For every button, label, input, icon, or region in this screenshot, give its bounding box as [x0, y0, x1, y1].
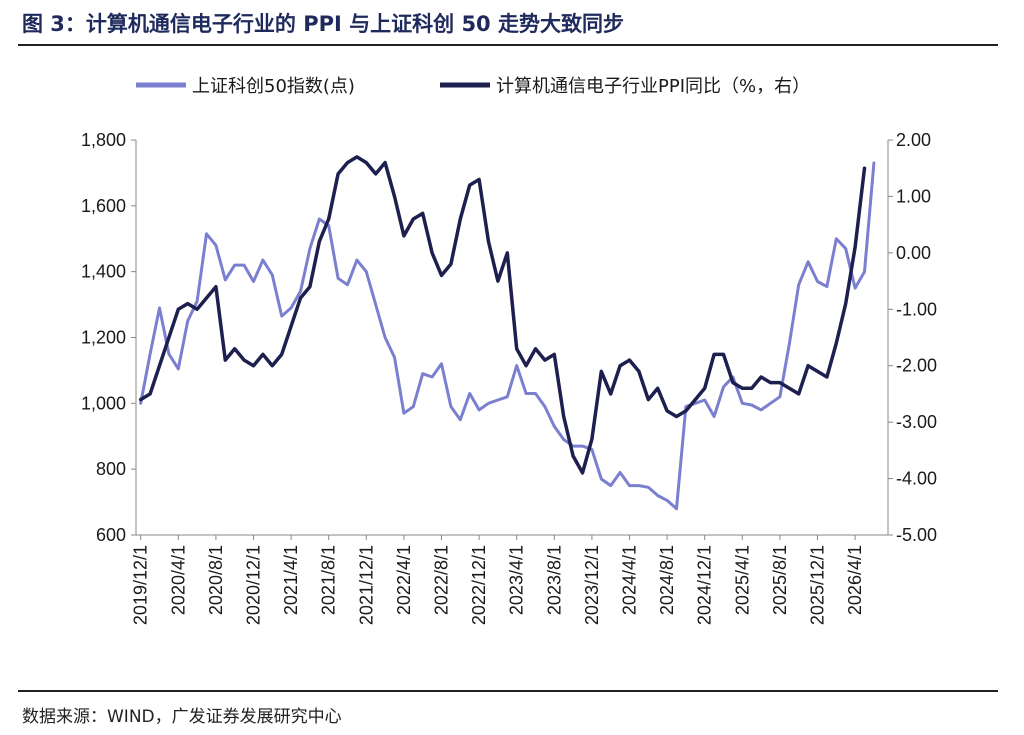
x-tick-label: 2025/12/1 [808, 545, 828, 625]
x-tick-label: 2020/4/1 [168, 545, 188, 615]
bottom-rule [18, 690, 998, 692]
x-tick-label: 2022/4/1 [394, 545, 414, 615]
left-tick-label: 1,000 [81, 393, 126, 413]
x-tick-label: 2023/8/1 [544, 545, 564, 615]
x-tick-label: 2024/8/1 [657, 545, 677, 615]
x-tick-label: 2022/12/1 [469, 545, 489, 625]
x-tick-label: 2023/12/1 [582, 545, 602, 625]
plot-lines [138, 155, 876, 511]
x-tick-label: 2020/8/1 [206, 545, 226, 615]
legend-label-series-2: 计算机通信电子行业PPI同比（%，右） [496, 76, 810, 97]
x-tick-label: 2019/12/1 [131, 545, 151, 625]
left-tick-label: 1,600 [81, 196, 126, 216]
x-tick-label: 2021/8/1 [319, 545, 339, 615]
left-tick-label: 1,400 [81, 262, 126, 282]
source-note: 数据来源：WIND，广发证券发展研究中心 [22, 707, 342, 727]
left-tick-label: 800 [96, 459, 126, 479]
figure-title: 图 3：计算机通信电子行业的 PPI 与上证科创 50 走势大致同步 [22, 12, 624, 36]
right-tick-label: 2.00 [896, 130, 931, 150]
x-tick-label: 2025/4/1 [732, 545, 752, 615]
x-tick-label: 2024/4/1 [620, 545, 640, 615]
x-tick-label: 2021/12/1 [356, 545, 376, 625]
x-tick-label: 2024/12/1 [695, 545, 715, 625]
x-tick-label: 2025/8/1 [770, 545, 790, 615]
x-tick-label: 2020/12/1 [244, 545, 264, 625]
left-tick-label: 600 [96, 525, 126, 545]
right-tick-label: -4.00 [896, 469, 937, 489]
series-line-index [139, 161, 876, 511]
right-tick-label: -1.00 [896, 299, 937, 319]
right-tick-label: 0.00 [896, 243, 931, 263]
right-tick-label: -3.00 [896, 412, 937, 432]
axes: 600 800 1,000 1,200 1,400 1,600 1,800 -5.00 -4.0… [81, 130, 937, 625]
x-tick-label: 2026/4/1 [845, 545, 865, 615]
x-tick-label: 2021/4/1 [281, 545, 301, 615]
left-tick-label: 1,200 [81, 328, 126, 348]
chart-area: 上证科创50指数(点) 计算机通信电子行业PPI同比（%，右） 600 800 1,… [81, 76, 937, 625]
right-tick-label: -2.00 [896, 356, 937, 376]
series-line-ppi [138, 155, 867, 475]
top-rule [18, 44, 998, 46]
legend: 上证科创50指数(点) 计算机通信电子行业PPI同比（%，右） [136, 76, 810, 97]
right-tick-label: 1.00 [896, 186, 931, 206]
left-tick-label: 1,800 [81, 130, 126, 150]
legend-label-series-1: 上证科创50指数(点) [192, 76, 355, 97]
x-tick-label: 2023/4/1 [507, 545, 527, 615]
x-tick-label: 2022/8/1 [432, 545, 452, 615]
right-tick-label: -5.00 [896, 525, 937, 545]
